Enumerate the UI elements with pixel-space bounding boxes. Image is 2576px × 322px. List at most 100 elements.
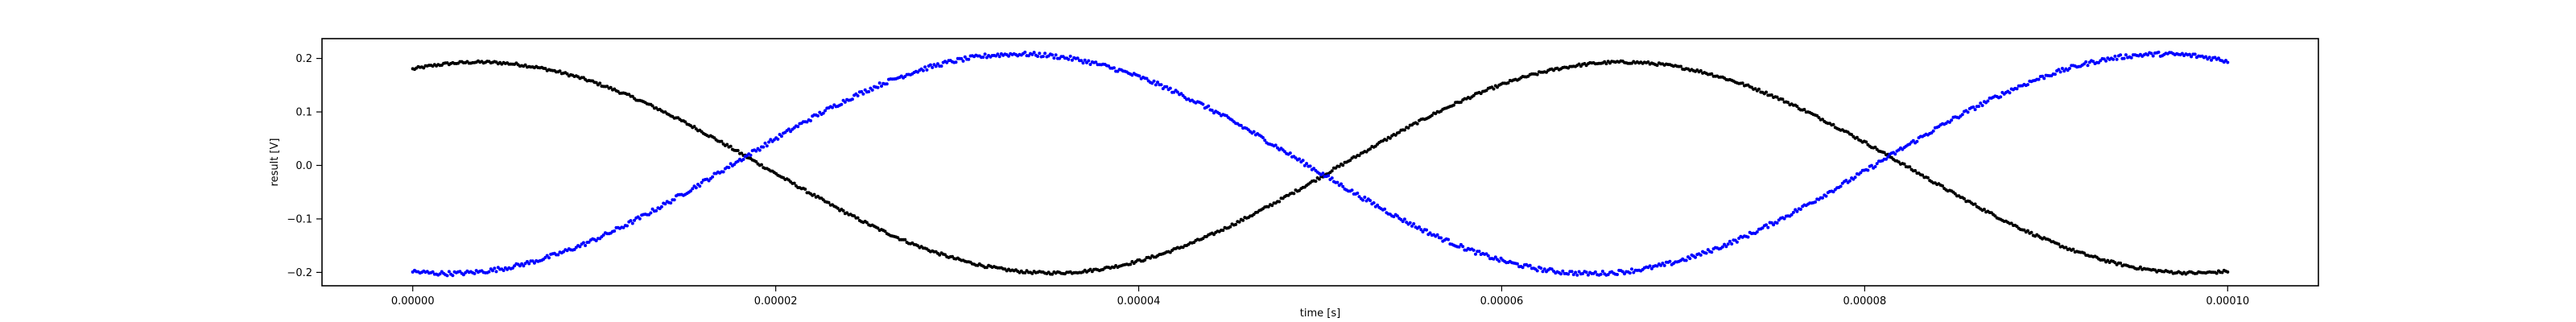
data-point	[2029, 230, 2033, 234]
data-point	[1175, 90, 1179, 94]
data-point	[556, 253, 560, 257]
data-point	[1661, 262, 1665, 265]
data-point	[1041, 55, 1045, 59]
data-point	[1577, 270, 1581, 274]
data-point	[1461, 245, 1465, 249]
data-point	[967, 57, 971, 61]
data-point	[981, 56, 985, 59]
data-point	[1321, 171, 1325, 175]
data-point	[1402, 128, 1406, 132]
data-point	[721, 170, 725, 174]
data-point	[694, 186, 698, 190]
data-point	[1397, 130, 1402, 134]
data-point	[1977, 105, 1981, 109]
data-point	[1931, 129, 1935, 133]
data-point	[1493, 255, 1497, 259]
y-tick-label: −0.1	[287, 213, 312, 225]
data-point	[856, 216, 860, 220]
data-point	[2190, 55, 2194, 59]
data-point	[1921, 173, 1925, 177]
data-point	[1710, 72, 1714, 76]
data-point	[1561, 269, 1565, 273]
data-point	[762, 145, 766, 149]
data-point	[963, 55, 967, 59]
data-point	[494, 270, 498, 274]
data-point	[935, 62, 939, 66]
data-point	[629, 219, 633, 223]
data-point	[543, 67, 547, 71]
data-point	[1266, 204, 1270, 208]
data-point	[843, 100, 847, 104]
data-point	[1570, 270, 1574, 274]
data-point	[1419, 228, 1423, 232]
data-point	[1051, 272, 1055, 276]
data-point	[816, 114, 819, 118]
data-point	[1159, 83, 1163, 87]
data-point	[1873, 145, 1877, 149]
data-point	[1814, 200, 1817, 204]
data-point	[1030, 271, 1034, 275]
data-point	[1054, 53, 1058, 57]
data-point	[1330, 176, 1334, 180]
data-point	[1032, 51, 1036, 55]
data-point	[1043, 52, 1047, 56]
data-point	[1886, 155, 1890, 159]
data-point	[2057, 68, 2061, 72]
data-point	[1348, 159, 1352, 163]
data-point	[1882, 151, 1886, 155]
data-point	[547, 256, 551, 260]
data-point	[1477, 250, 1481, 254]
data-point	[1885, 157, 1888, 161]
data-point	[1790, 213, 1794, 217]
data-point	[1574, 270, 1578, 275]
data-point	[1317, 177, 1321, 181]
data-point	[741, 158, 745, 161]
data-point	[729, 162, 733, 166]
data-point	[1070, 58, 1074, 62]
data-point	[1769, 93, 1773, 97]
data-point	[1761, 226, 1765, 230]
data-point	[1168, 86, 1172, 90]
data-point	[1694, 255, 1697, 259]
x-tick-label: 0.00010	[2206, 295, 2249, 308]
data-point	[1067, 57, 1071, 61]
data-point	[1408, 221, 1412, 225]
data-point	[1535, 72, 1539, 76]
data-point	[1873, 165, 1877, 168]
y-tick-label: 0.1	[295, 107, 312, 119]
data-point	[861, 92, 865, 96]
x-tick-label: 0.00004	[1117, 295, 1161, 308]
data-point	[2015, 87, 2019, 91]
x-tick-label: 0.00006	[1480, 295, 1524, 308]
data-point	[613, 229, 617, 233]
data-point	[1023, 270, 1027, 275]
data-point	[1798, 208, 1802, 211]
data-point	[1973, 202, 1977, 206]
data-point	[473, 271, 477, 275]
data-point	[1699, 68, 1703, 72]
data-point	[565, 72, 569, 76]
data-point	[1145, 76, 1149, 80]
data-point	[1586, 273, 1590, 277]
data-point	[1239, 123, 1243, 127]
data-point	[2138, 265, 2142, 269]
data-point	[860, 89, 864, 93]
data-point	[1795, 209, 1799, 213]
data-point	[1474, 252, 1477, 256]
data-point	[1068, 54, 1072, 58]
data-point	[1383, 207, 1387, 211]
data-point	[594, 80, 598, 85]
data-point	[1459, 101, 1463, 104]
data-point	[1496, 85, 1499, 89]
data-point	[1973, 108, 1977, 112]
data-point	[659, 204, 663, 208]
data-point	[1655, 64, 1659, 68]
data-point	[650, 207, 654, 211]
data-point	[2067, 67, 2071, 70]
data-point	[2086, 64, 2090, 68]
data-point	[2129, 56, 2133, 60]
y-tick-label: −0.2	[287, 267, 312, 279]
data-point	[796, 125, 800, 129]
data-point	[827, 200, 831, 204]
data-point	[1356, 192, 1360, 195]
